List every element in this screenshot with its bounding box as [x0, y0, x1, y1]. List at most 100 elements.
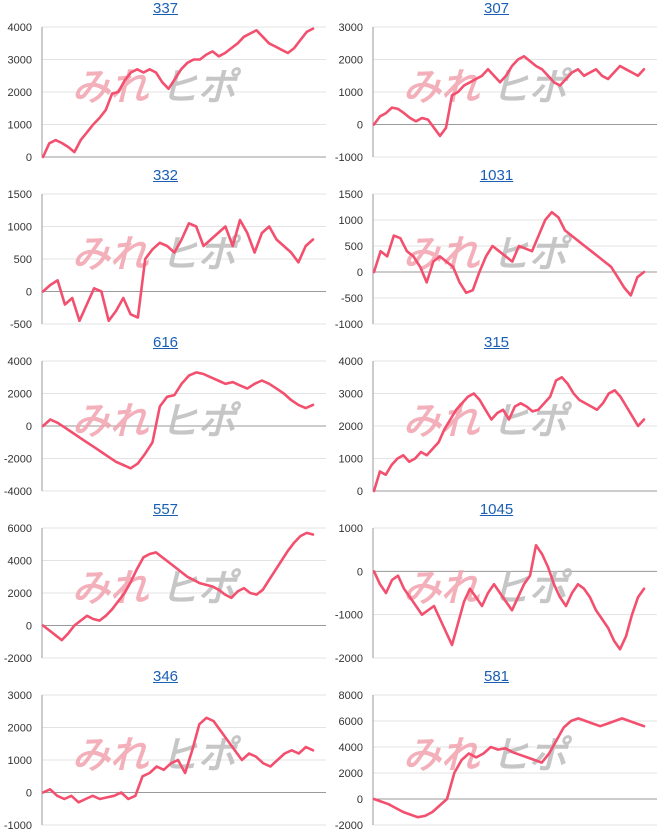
chart-svg: 4000 2000 0 -2000 -4000 みれ ヒポ	[4, 356, 326, 498]
chart-svg: 1500 1000 500 0 -500 みれ ヒポ	[8, 189, 326, 331]
watermark-text-red: みれ	[403, 67, 480, 109]
y-tick-label: 500	[345, 241, 363, 253]
series-line	[41, 531, 315, 642]
series-line	[372, 543, 646, 651]
watermark-logo: みれ ヒポ	[403, 67, 573, 109]
chart-panel: 1031 1500 1000 500 0 -500 -1000 みれ ヒポ	[331, 167, 662, 334]
chart-title-link[interactable]: 346	[152, 668, 179, 685]
y-tick-label: 2000	[339, 768, 363, 780]
watermark-text-red: みれ	[72, 568, 149, 610]
y-tick-label: 8000	[339, 690, 363, 702]
y-tick-label: 2000	[8, 87, 32, 99]
series-line	[41, 716, 315, 804]
chart-svg: 8000 6000 4000 2000 0 -2000 みれ ヒポ	[335, 690, 657, 832]
series-line	[372, 717, 646, 819]
y-tick-label: 2000	[339, 55, 363, 67]
y-tick-label: 6000	[8, 523, 32, 535]
watermark-text-gray: ヒポ	[160, 401, 242, 443]
y-tick-label: 0	[26, 621, 32, 633]
chart-panel: 581 8000 6000 4000 2000 0 -2000 みれ ヒポ	[331, 668, 662, 835]
watermark-logo: みれ ヒポ	[403, 735, 573, 777]
chart-svg: 1000 0 -1000 -2000 みれ ヒポ	[335, 523, 657, 665]
watermark-text-gray: ヒポ	[160, 568, 242, 610]
series-line	[41, 371, 315, 470]
watermark-text-red: みれ	[72, 67, 149, 109]
watermark-logo: みれ ヒポ	[72, 401, 242, 443]
watermark-text-red: みれ	[72, 234, 149, 276]
chart-title-link[interactable]: 1045	[479, 501, 514, 518]
y-tick-label: -1000	[335, 610, 363, 622]
y-tick-label: 4000	[339, 742, 363, 754]
watermark-logo: みれ ヒポ	[72, 568, 242, 610]
chart-title-link[interactable]: 1031	[479, 167, 514, 184]
y-tick-label: 1000	[8, 755, 32, 767]
y-tick-label: 1000	[339, 87, 363, 99]
y-tick-label: 0	[357, 566, 363, 578]
chart-svg: 4000 3000 2000 1000 0 みれ ヒポ	[339, 356, 657, 498]
chart-title-link[interactable]: 332	[152, 167, 179, 184]
series-line	[372, 375, 646, 493]
y-tick-label: 6000	[339, 716, 363, 728]
y-tick-label: 2000	[8, 723, 32, 735]
watermark-text-gray: ヒポ	[160, 67, 242, 109]
y-tick-label: -500	[10, 319, 32, 331]
y-tick-label: -2000	[4, 454, 32, 466]
y-tick-label: 1500	[339, 189, 363, 201]
chart-svg: 1500 1000 500 0 -500 -1000 みれ ヒポ	[335, 189, 657, 331]
chart-title-link[interactable]: 581	[483, 668, 510, 685]
y-tick-label: 1500	[8, 189, 32, 201]
chart-title-link[interactable]: 307	[483, 0, 510, 17]
y-tick-label: 3000	[339, 22, 363, 34]
y-tick-label: 0	[26, 421, 32, 433]
y-tick-label: -4000	[4, 486, 32, 498]
y-tick-label: 3000	[8, 690, 32, 702]
watermark-logo: みれ ヒポ	[403, 401, 573, 443]
chart-panel: 346 3000 2000 1000 0 -1000 みれ ヒポ	[0, 668, 331, 835]
y-tick-label: 4000	[339, 356, 363, 368]
y-tick-label: 1000	[339, 454, 363, 466]
chart-panel: 616 4000 2000 0 -2000 -4000 みれ ヒポ	[0, 334, 331, 501]
watermark-logo: みれ ヒポ	[72, 735, 242, 777]
watermark-text-gray: ヒポ	[491, 67, 573, 109]
y-tick-label: -1000	[4, 820, 32, 832]
y-tick-label: 2000	[339, 421, 363, 433]
watermark-text-gray: ヒポ	[491, 568, 573, 610]
chart-svg: 4000 3000 2000 1000 0 みれ ヒポ	[8, 22, 326, 164]
y-tick-label: 0	[357, 120, 363, 132]
y-tick-label: -1000	[335, 152, 363, 164]
chart-panel: 557 6000 4000 2000 0 -2000 みれ ヒポ	[0, 501, 331, 668]
chart-svg: 3000 2000 1000 0 -1000 みれ ヒポ	[335, 22, 657, 164]
y-tick-label: 1000	[8, 120, 32, 132]
chart-title-link[interactable]: 557	[152, 501, 179, 518]
y-tick-label: -500	[341, 293, 363, 305]
series-line	[372, 210, 646, 297]
y-tick-label: 0	[357, 486, 363, 498]
y-tick-label: 1000	[8, 222, 32, 234]
chart-title-link[interactable]: 315	[483, 334, 510, 351]
y-tick-label: -2000	[4, 653, 32, 665]
y-tick-label: -1000	[335, 319, 363, 331]
chart-svg: 3000 2000 1000 0 -1000 みれ ヒポ	[4, 690, 326, 832]
watermark-text-gray: ヒポ	[491, 735, 573, 777]
y-tick-label: -2000	[335, 653, 363, 665]
chart-panel: 1045 1000 0 -1000 -2000 みれ ヒポ	[331, 501, 662, 668]
y-tick-label: 2000	[8, 389, 32, 401]
y-tick-label: 2000	[8, 588, 32, 600]
watermark-text-red: みれ	[403, 568, 480, 610]
watermark-logo: みれ ヒポ	[72, 234, 242, 276]
watermark-logo: みれ ヒポ	[403, 568, 573, 610]
watermark-text-red: みれ	[72, 401, 149, 443]
watermark-text-red: みれ	[72, 735, 149, 777]
y-tick-label: 0	[26, 287, 32, 299]
chart-title-link[interactable]: 616	[152, 334, 179, 351]
y-tick-label: 1000	[339, 523, 363, 535]
chart-panel: 337 4000 3000 2000 1000 0 みれ ヒポ	[0, 0, 331, 167]
series-line	[41, 218, 315, 323]
watermark-text-gray: ヒポ	[491, 401, 573, 443]
chart-panel: 307 3000 2000 1000 0 -1000 みれ ヒポ	[331, 0, 662, 167]
watermark-logo: みれ ヒポ	[403, 234, 573, 276]
chart-title-link[interactable]: 337	[152, 0, 179, 17]
watermark-text-red: みれ	[403, 234, 480, 276]
series-line	[372, 54, 646, 138]
